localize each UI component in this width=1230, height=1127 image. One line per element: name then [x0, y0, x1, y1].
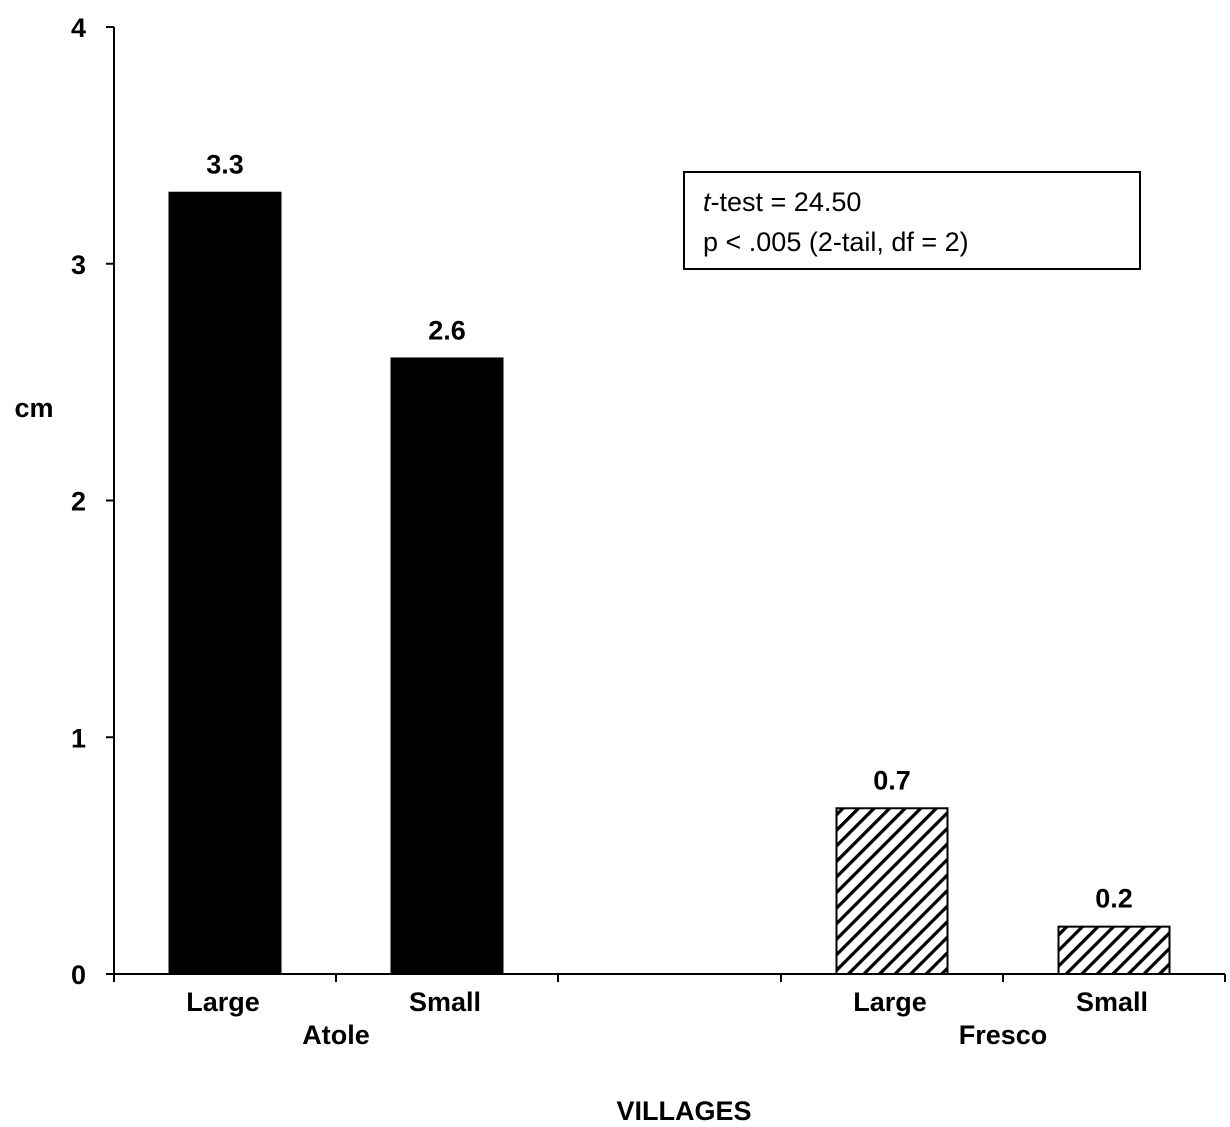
annotation-line-1: t-test = 24.50 [703, 187, 861, 217]
x-group-label: Fresco [959, 1020, 1048, 1050]
y-tick-label: 3 [71, 250, 86, 280]
annotation-line-2: p < .005 (2-tail, df = 2) [703, 227, 969, 257]
annotation-t-rest: -test = 24.50 [711, 187, 862, 217]
data-label: 0.2 [1095, 884, 1133, 914]
bars-layer [168, 191, 1171, 976]
y-axis-title: cm [14, 393, 53, 423]
bar-fresco-small [1057, 925, 1171, 976]
statistics-annotation: t-test = 24.50 p < .005 (2-tail, df = 2) [683, 171, 1141, 270]
x-group-label: Atole [302, 1020, 370, 1050]
data-label: 3.3 [206, 150, 244, 180]
y-axis: 0 1 2 3 4 [71, 13, 115, 990]
bar-atole-small [390, 357, 504, 975]
x-category-label: Large [853, 987, 927, 1017]
labels-layer: 3.3 Large 2.6 Small Atole 0.7 Large 0.2 Small Fre… [186, 150, 1148, 1050]
annotation-box [683, 171, 1141, 270]
x-category-label: Large [186, 987, 260, 1017]
annotation-t-italic: t [703, 187, 712, 217]
y-tick-label: 4 [71, 13, 86, 43]
data-label: 2.6 [428, 315, 466, 345]
x-category-label: Small [409, 987, 481, 1017]
bar-atole-large [168, 191, 282, 976]
y-tick-label: 1 [71, 723, 86, 753]
bar-fresco-large [835, 807, 949, 976]
x-axis-title: VILLAGES [616, 1096, 751, 1126]
data-label: 0.7 [873, 765, 911, 795]
y-tick-label: 2 [71, 487, 86, 517]
x-category-label: Small [1076, 987, 1148, 1017]
y-tick-label: 0 [71, 960, 86, 990]
x-axis [113, 973, 1226, 982]
